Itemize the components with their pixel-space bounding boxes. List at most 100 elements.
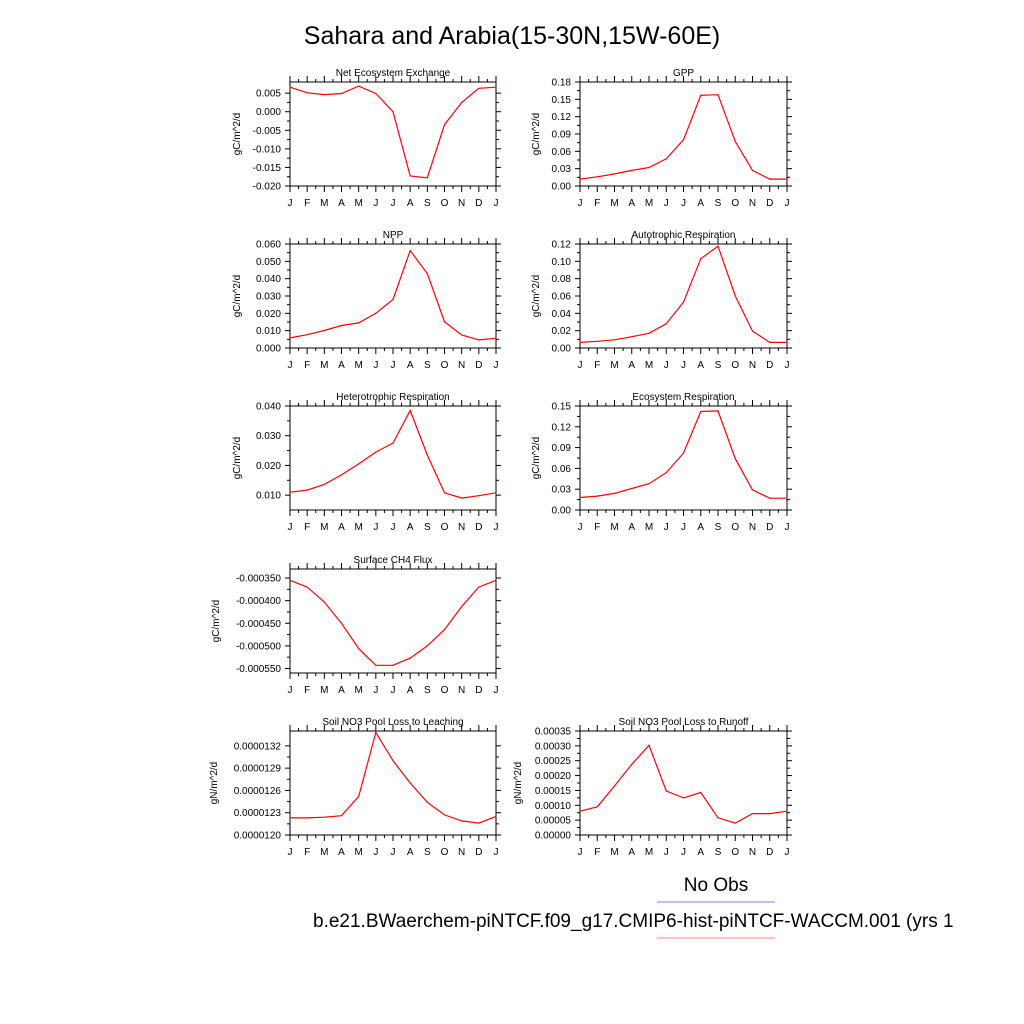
plot-frame: [289, 81, 497, 187]
x-tick-label: A: [628, 522, 635, 533]
x-tick-label: D: [475, 685, 482, 696]
y-tick-label: 0.040: [256, 274, 281, 285]
y-tick-label: 0.00: [552, 344, 572, 355]
data-point: [340, 815, 343, 817]
x-tick-label: F: [304, 685, 310, 696]
data-point: [769, 178, 771, 180]
data-point: [443, 124, 446, 126]
x-tick-label: F: [594, 198, 600, 209]
data-point: [648, 744, 650, 746]
x-tick-label: M: [320, 522, 328, 533]
x-tick-label: M: [645, 198, 653, 209]
y-tick-label: -0.005: [253, 126, 282, 137]
x-tick-label: A: [407, 685, 414, 696]
data-point: [631, 487, 633, 490]
data-point: [358, 85, 360, 87]
y-tick-label: 0.09: [552, 443, 572, 454]
x-tick-label: J: [391, 198, 396, 209]
x-tick-label: J: [578, 522, 583, 533]
plot-frame: [289, 405, 497, 511]
data-point: [409, 249, 411, 252]
data-point: [734, 458, 736, 460]
x-tick-label: J: [785, 847, 790, 858]
data-point: [495, 579, 497, 581]
x-tick-label: O: [731, 360, 739, 371]
y-tick-label: 0.00005: [535, 816, 572, 827]
x-tick-label: N: [458, 198, 465, 209]
y-axis-label: gC/m^2/d: [232, 275, 243, 318]
x-tick-label: N: [458, 685, 465, 696]
y-tick-label: 0.08: [552, 274, 572, 285]
x-tick-label: J: [785, 198, 790, 209]
series-line: [579, 410, 787, 499]
data-point: [375, 92, 377, 95]
x-tick-label: M: [610, 360, 618, 371]
series-line: [289, 409, 497, 499]
y-tick-label: 0.060: [256, 240, 281, 251]
x-tick-label: M: [645, 360, 653, 371]
data-point: [717, 410, 719, 412]
data-point: [495, 86, 497, 88]
y-tick-label: 0.00: [552, 182, 572, 193]
data-point: [700, 94, 702, 96]
y-tick-label: 0.09: [552, 130, 572, 141]
data-point: [631, 763, 633, 765]
series-line: [289, 249, 497, 341]
data-point: [786, 341, 788, 343]
x-tick-label: J: [494, 685, 499, 696]
y-tick-label: 0.06: [552, 147, 572, 158]
x-tick-label: O: [441, 685, 449, 696]
legend-label: No Obs: [684, 875, 748, 896]
x-tick-label: O: [441, 847, 449, 858]
y-tick-label: 0.12: [552, 422, 572, 433]
y-tick-label: -0.000500: [236, 641, 281, 652]
x-tick-label: F: [594, 360, 600, 371]
series-line: [290, 730, 497, 824]
x-tick-label: J: [664, 198, 669, 209]
x-tick-label: M: [320, 360, 328, 371]
x-tick-label: F: [594, 847, 600, 858]
x-tick-label: J: [391, 685, 396, 696]
data-point: [289, 579, 291, 581]
x-tick-label: J: [288, 360, 293, 371]
data-point: [682, 139, 685, 141]
x-tick-label: D: [475, 847, 482, 858]
x-tick-label: M: [354, 522, 362, 533]
data-point: [769, 497, 771, 499]
x-tick-label: J: [578, 360, 583, 371]
data-point: [323, 94, 325, 96]
data-point: [289, 337, 291, 339]
data-point: [392, 111, 394, 113]
x-tick-label: M: [645, 522, 653, 533]
y-tick-label: 0.00: [552, 506, 572, 517]
data-point: [613, 492, 616, 494]
x-tick-label: M: [645, 847, 653, 858]
x-tick-label: S: [715, 198, 722, 209]
y-axis-label: gN/m^2/d: [513, 762, 524, 805]
y-tick-label: 0.18: [552, 78, 572, 89]
series-line: [579, 94, 787, 180]
x-tick-label: J: [288, 198, 293, 209]
x-tick-label: N: [458, 847, 465, 858]
series-line: [289, 85, 497, 179]
x-tick-label: D: [475, 522, 482, 533]
data-point: [289, 817, 291, 819]
data-point: [375, 664, 377, 666]
x-tick-label: A: [628, 360, 635, 371]
x-tick-label: A: [407, 847, 414, 858]
x-tick-label: J: [288, 847, 293, 858]
legend-caption: b.e21.BWaerchem-piNTCF.f09_g17.CMIP6-his…: [313, 911, 954, 932]
page-title: Sahara and Arabia(15-30N,15W-60E): [304, 22, 720, 50]
data-point: [596, 806, 598, 808]
x-tick-label: S: [424, 522, 431, 533]
y-tick-label: -0.015: [253, 163, 282, 174]
x-tick-label: J: [664, 847, 669, 858]
data-point: [717, 245, 719, 247]
data-point: [665, 471, 667, 474]
y-tick-label: 0.050: [256, 257, 281, 268]
x-tick-label: N: [749, 522, 756, 533]
